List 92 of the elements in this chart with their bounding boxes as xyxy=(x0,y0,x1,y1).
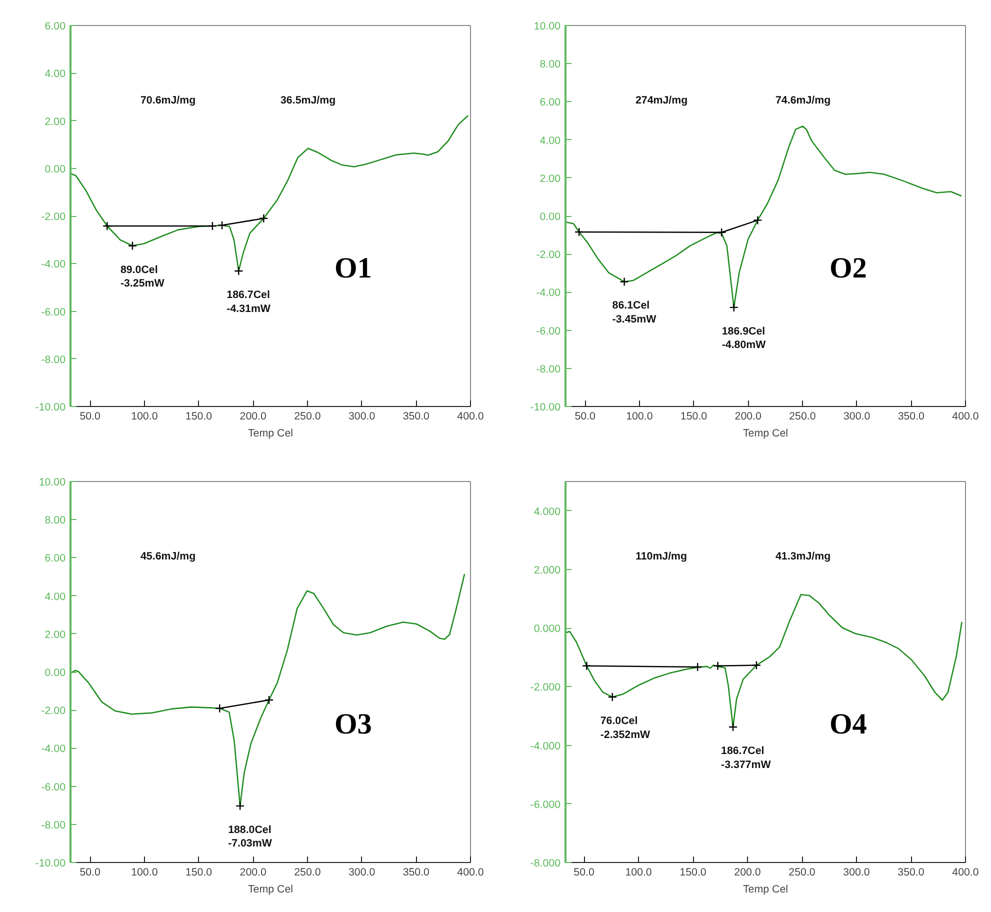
y-tick-label: 8.00 xyxy=(44,514,66,527)
x-tick-label: 250.0 xyxy=(294,410,321,422)
text: O4 xyxy=(830,708,868,741)
annotation: 186.7Cel -4.31mW xyxy=(226,289,272,315)
y-tick-label: -8.000 xyxy=(530,858,561,870)
annotation: 36.5mJ/mg xyxy=(280,94,336,106)
x-tick-label: 400.0 xyxy=(952,410,979,422)
y-tick-label: 0.00 xyxy=(44,667,66,679)
x-tick-label: 200.0 xyxy=(734,410,762,422)
y-tick-label: -4.00 xyxy=(41,743,66,756)
x-tick-label: 250.0 xyxy=(294,866,321,878)
annotation: 274mJ/mg xyxy=(636,94,688,106)
y-tick-label: -2.000 xyxy=(530,682,561,694)
y-tick-label: 4.000 xyxy=(534,506,561,518)
y-tick-label: 0.00 xyxy=(44,163,66,176)
x-tick-label: 100.0 xyxy=(131,410,158,422)
x-tick-label: 150.0 xyxy=(680,410,708,422)
x-axis-title: Temp Cel xyxy=(742,428,788,440)
x-tick-label: 100.0 xyxy=(626,410,653,422)
x-tick-label: 50.0 xyxy=(80,866,101,878)
y-tick-label: 10.00 xyxy=(534,20,561,32)
y-tick-label: 6.00 xyxy=(540,96,561,109)
x-tick-label: 250.0 xyxy=(788,866,816,878)
x-tick-label: 50.0 xyxy=(80,410,101,422)
y-tick-label: 4.00 xyxy=(44,68,66,80)
x-tick-label: 300.0 xyxy=(843,866,870,878)
x-tick-label: 150.0 xyxy=(185,866,212,878)
x-tick-label: 350.0 xyxy=(898,410,925,422)
y-tick-label: -6.00 xyxy=(41,781,66,794)
x-tick-label: 400.0 xyxy=(457,410,484,422)
annotation: 41.3mJ/mg xyxy=(776,550,831,562)
x-tick-label: 350.0 xyxy=(402,410,430,422)
y-tick-label: 2.00 xyxy=(540,172,561,185)
y-tick-label: -10.00 xyxy=(35,858,66,870)
y-tick-label: -6.00 xyxy=(41,306,66,318)
y-tick-label: -6.00 xyxy=(536,325,561,338)
y-tick-label: -10.00 xyxy=(530,402,561,414)
y-tick-label: 8.00 xyxy=(540,58,561,71)
y-tick-label: -8.00 xyxy=(41,354,66,366)
annotation: 70.6mJ/mg xyxy=(140,94,196,106)
x-tick-label: 300.0 xyxy=(843,410,870,422)
annotation: 76.0Cel -2.352mW xyxy=(600,714,652,741)
x-tick-label: 400.0 xyxy=(952,866,979,878)
x-tick-label: 100.0 xyxy=(625,866,652,878)
x-tick-label: 300.0 xyxy=(348,866,376,878)
y-tick-label: 6.00 xyxy=(44,20,66,32)
annotation: 74.6mJ/mg xyxy=(776,94,831,106)
y-tick-label: -2.00 xyxy=(536,249,561,262)
annotation: 186.9Cel -4.80mW xyxy=(722,325,767,352)
y-tick-label: 4.00 xyxy=(540,134,561,147)
x-tick-label: 100.0 xyxy=(131,866,158,878)
y-tick-label: -6.000 xyxy=(530,798,561,811)
x-axis-title: Temp Cel xyxy=(248,428,294,440)
y-tick-label: -4.00 xyxy=(41,258,66,271)
x-axis-title: Temp Cel xyxy=(742,884,788,896)
x-tick-label: 300.0 xyxy=(348,410,376,422)
annotation: 188.0Cel -7.03mW xyxy=(228,824,273,850)
x-tick-label: 200.0 xyxy=(734,866,761,878)
y-tick-label: -2.00 xyxy=(41,211,66,223)
y-tick-label: 2.00 xyxy=(44,628,66,641)
text: O1 xyxy=(334,252,372,285)
y-tick-label: -4.00 xyxy=(536,287,561,300)
annotation: 110mJ/mg xyxy=(636,550,688,562)
annotation: 86.1Cel -3.45mW xyxy=(612,300,658,326)
y-tick-label: 6.00 xyxy=(44,552,66,565)
y-tick-label: -4.000 xyxy=(530,740,561,752)
y-tick-label: 2.00 xyxy=(44,116,66,128)
y-tick-label: 0.000 xyxy=(534,623,561,636)
x-tick-label: 50.0 xyxy=(574,410,596,422)
x-tick-label: 200.0 xyxy=(240,410,267,422)
y-tick-label: -2.00 xyxy=(41,705,66,718)
annotation: 186.7Cel -3.377mW xyxy=(721,745,772,771)
y-tick-label: 4.00 xyxy=(44,590,66,603)
x-tick-label: 350.0 xyxy=(898,866,924,878)
x-tick-label: 250.0 xyxy=(789,410,816,422)
y-tick-label: -8.00 xyxy=(41,819,66,832)
x-tick-label: 350.0 xyxy=(402,866,430,878)
x-tick-label: 200.0 xyxy=(240,866,267,878)
x-tick-label: 150.0 xyxy=(680,866,706,878)
text: O3 xyxy=(334,708,372,741)
x-tick-label: 50.0 xyxy=(574,866,594,878)
annotation: 89.0Cel -3.25mW xyxy=(120,264,166,290)
x-tick-label: 150.0 xyxy=(185,410,212,422)
annotation: 45.6mJ/mg xyxy=(140,550,196,562)
y-tick-label: -8.00 xyxy=(536,363,561,376)
y-tick-label: 10.00 xyxy=(38,476,66,488)
text: O2 xyxy=(830,252,867,285)
y-tick-label: -10.00 xyxy=(35,402,66,414)
y-tick-label: 0.00 xyxy=(540,211,561,223)
y-tick-label: 2.000 xyxy=(534,564,561,576)
x-axis-title: Temp Cel xyxy=(248,884,294,896)
x-tick-label: 400.0 xyxy=(457,866,484,878)
